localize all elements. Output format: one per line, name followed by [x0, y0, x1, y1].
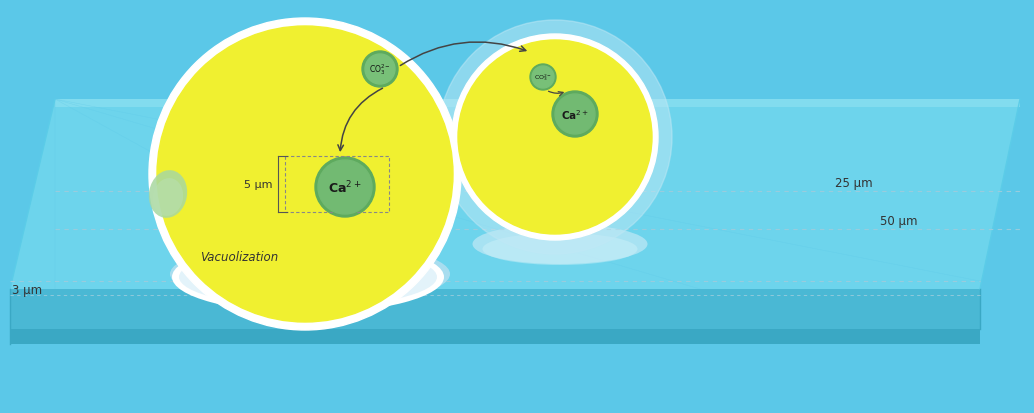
- Circle shape: [149, 19, 461, 330]
- Circle shape: [318, 161, 372, 214]
- Text: 3 μm: 3 μm: [12, 283, 42, 296]
- FancyArrowPatch shape: [400, 43, 525, 66]
- Text: 5 μm: 5 μm: [243, 180, 272, 190]
- Text: CO$_3^{2-}$: CO$_3^{2-}$: [369, 62, 391, 77]
- FancyArrowPatch shape: [338, 89, 383, 151]
- Ellipse shape: [170, 242, 450, 307]
- Text: Ca$^{2+}$: Ca$^{2+}$: [329, 179, 362, 196]
- Circle shape: [555, 95, 595, 135]
- Ellipse shape: [180, 252, 440, 307]
- Polygon shape: [0, 344, 990, 369]
- Text: Ca$^{2+}$: Ca$^{2+}$: [561, 108, 589, 121]
- Circle shape: [533, 67, 554, 89]
- Polygon shape: [55, 100, 1020, 108]
- Ellipse shape: [153, 179, 183, 216]
- FancyArrowPatch shape: [548, 92, 564, 97]
- Bar: [285, 157, 389, 212]
- Circle shape: [438, 21, 672, 254]
- Circle shape: [530, 65, 556, 91]
- Ellipse shape: [172, 242, 444, 313]
- Circle shape: [157, 27, 453, 322]
- Polygon shape: [10, 100, 1020, 289]
- Circle shape: [362, 52, 398, 88]
- Text: 50 μm: 50 μm: [880, 214, 917, 228]
- Circle shape: [458, 41, 652, 235]
- Ellipse shape: [179, 247, 437, 307]
- Ellipse shape: [483, 233, 638, 266]
- Polygon shape: [10, 329, 980, 344]
- Circle shape: [552, 92, 598, 138]
- Text: CO$_3^{2-}$: CO$_3^{2-}$: [534, 72, 552, 83]
- Polygon shape: [10, 289, 980, 329]
- Circle shape: [452, 35, 658, 240]
- Circle shape: [315, 158, 375, 218]
- Circle shape: [365, 55, 395, 85]
- Ellipse shape: [149, 171, 187, 218]
- Text: 25 μm: 25 μm: [835, 177, 873, 190]
- Text: Vacuolization: Vacuolization: [200, 251, 278, 264]
- Ellipse shape: [473, 224, 647, 264]
